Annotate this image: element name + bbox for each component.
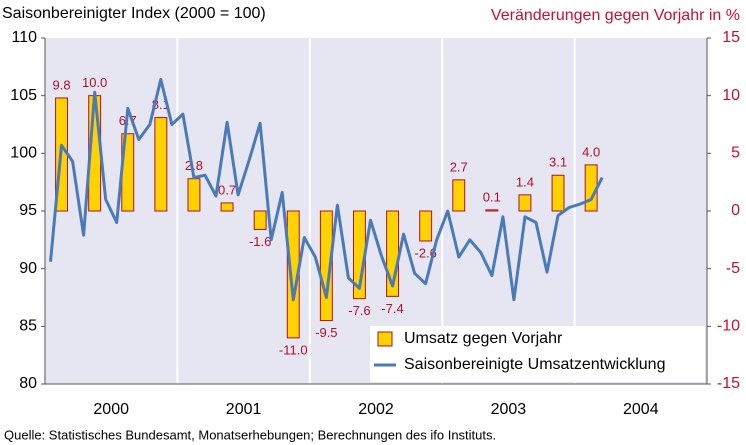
bar <box>187 178 201 212</box>
bar <box>551 174 565 212</box>
x-tick-label: 2002 <box>358 401 394 418</box>
y2-tick-label: 15 <box>722 29 740 46</box>
source-note: Quelle: Statistisches Bundesamt, Monatse… <box>4 427 496 442</box>
value-label: 9.8 <box>53 77 71 92</box>
value-label: 10.0 <box>82 75 107 90</box>
value-label: 4.0 <box>582 144 600 159</box>
y-tick-label: 105 <box>10 87 37 104</box>
value-label: -7.4 <box>381 301 403 316</box>
y-tick-label: 80 <box>19 375 37 392</box>
value-label: 1.4 <box>516 174 534 189</box>
y-tick-label: 90 <box>19 260 37 277</box>
bar <box>518 194 532 212</box>
value-label: 2.8 <box>185 158 203 173</box>
y2-axis-title: Veränderungen gegen Vorjahr in % <box>491 7 740 24</box>
y2-tick-label: 5 <box>731 145 740 162</box>
y2-tick-label: -10 <box>717 318 740 335</box>
value-label: -1.6 <box>249 234 271 249</box>
bar <box>253 210 267 230</box>
y2-tick-label: -5 <box>726 260 740 277</box>
x-tick-label: 2003 <box>491 401 527 418</box>
bar <box>452 179 466 212</box>
legend-label: Umsatz gegen Vorjahr <box>404 330 563 347</box>
value-label: -11.0 <box>279 342 308 357</box>
x-tick-label: 2004 <box>623 401 659 418</box>
y-tick-label: 110 <box>11 29 37 46</box>
legend-box <box>370 326 705 382</box>
bar <box>154 117 168 212</box>
bar <box>485 209 499 212</box>
y-axis-title: Saisonbereinigter Index (2000 = 100) <box>2 5 266 22</box>
legend-swatch <box>377 331 393 347</box>
bar <box>319 210 333 322</box>
y2-tick-label: 10 <box>722 87 740 104</box>
bar <box>220 202 234 212</box>
line <box>49 78 604 302</box>
value-label: 0.1 <box>483 189 501 204</box>
y-tick-label: 95 <box>19 202 37 219</box>
value-label: -9.5 <box>315 325 337 340</box>
value-label: 3.1 <box>549 155 567 170</box>
y-tick-label: 100 <box>10 145 37 162</box>
x-tick-label: 2000 <box>93 401 129 418</box>
value-label: -7.6 <box>348 303 370 318</box>
y-tick-label: 85 <box>19 318 37 335</box>
x-tick-label: 2001 <box>226 401 262 418</box>
y2-tick-label: 0 <box>731 202 740 219</box>
value-label: 0.7 <box>218 182 236 197</box>
legend-label: Saisonbereinigte Umsatzentwicklung <box>404 356 665 373</box>
bar <box>419 210 433 242</box>
y2-tick-label: -15 <box>717 375 740 392</box>
value-label: 2.7 <box>450 159 468 174</box>
